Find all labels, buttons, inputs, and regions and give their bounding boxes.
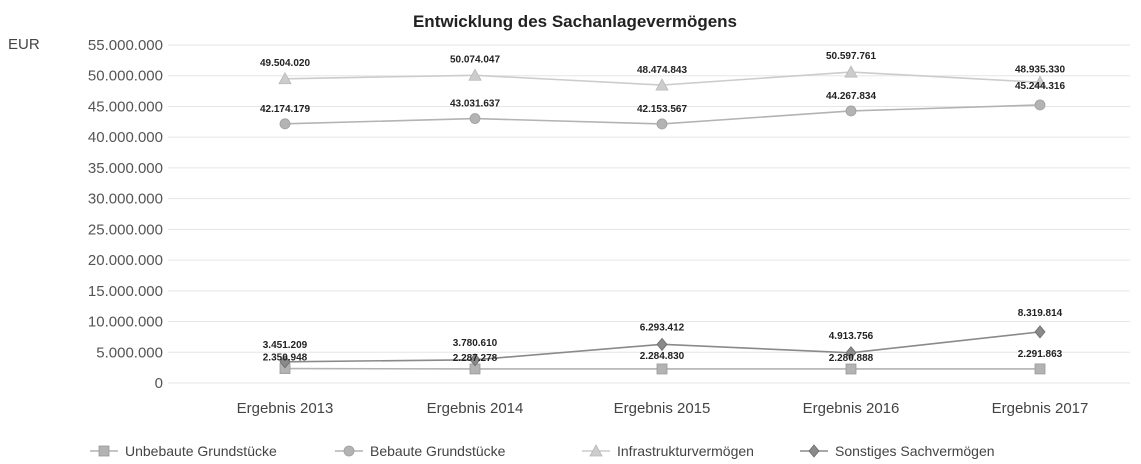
- y-tick-label: 10.000.000: [88, 314, 163, 331]
- data-labels: 2.350.948 2.287.278 2.284.830 2.280.888 2.29…: [260, 51, 1065, 364]
- y-tick-label: 50.000.000: [88, 68, 163, 85]
- legend-item-unbebaute-grundstuecke: Unbebaute Grundstücke: [90, 443, 277, 459]
- legend-marker: [808, 444, 820, 458]
- data-point-marker: [278, 71, 292, 85]
- legend-marker: [589, 444, 603, 457]
- legend-item-sonstiges-sachvermoegen: Sonstiges Sachvermögen: [800, 443, 995, 459]
- series-infrastrukturvermoegen: [278, 65, 1047, 91]
- data-point-marker: [845, 363, 857, 375]
- y-tick-label: 25.000.000: [88, 221, 163, 238]
- data-point-marker: [844, 65, 858, 78]
- series-unbebaute-grundstuecke: [279, 363, 1046, 375]
- data-label: 3.780.610: [453, 338, 498, 349]
- data-label: 2.284.830: [640, 351, 685, 362]
- data-point-marker: [655, 78, 669, 91]
- y-axis-unit-label: EUR: [8, 36, 40, 53]
- y-axis-ticks: 0 5.000.000 10.000.000 15.000.000 20.000.000…: [88, 37, 163, 392]
- data-point-marker: [1033, 75, 1047, 88]
- data-label: 2.287.278: [453, 353, 498, 364]
- data-label: 3.451.209: [263, 340, 308, 351]
- legend-marker: [343, 445, 355, 457]
- x-tick-label: Ergebnis 2013: [237, 400, 334, 417]
- data-label: 2.280.888: [829, 353, 874, 364]
- x-tick-label: Ergebnis 2015: [614, 400, 711, 417]
- data-point-marker: [468, 68, 482, 81]
- legend-label: Unbebaute Grundstücke: [125, 443, 277, 459]
- chart-title: Entwicklung des Sachanlagevermögens: [413, 12, 737, 31]
- data-label: 8.319.814: [1018, 308, 1063, 319]
- y-tick-label: 45.000.000: [88, 98, 163, 115]
- data-label: 42.153.567: [637, 104, 687, 115]
- y-tick-label: 30.000.000: [88, 191, 163, 208]
- y-tick-label: 15.000.000: [88, 283, 163, 300]
- data-point-marker: [1034, 363, 1046, 375]
- data-label: 6.293.412: [640, 322, 685, 333]
- legend-label: Infrastrukturvermögen: [617, 443, 754, 459]
- legend-marker: [98, 445, 110, 457]
- x-tick-label: Ergebnis 2017: [992, 400, 1089, 417]
- legend-label: Bebaute Grundstücke: [370, 443, 506, 459]
- legend-item-bebaute-grundstuecke: Bebaute Grundstücke: [335, 443, 506, 459]
- y-tick-label: 0: [155, 375, 163, 392]
- data-label: 49.504.020: [260, 58, 310, 69]
- data-label: 48.474.843: [637, 65, 687, 76]
- data-point-marker: [656, 337, 668, 351]
- x-tick-label: Ergebnis 2016: [803, 400, 900, 417]
- legend-item-infrastrukturvermoegen: Infrastrukturvermögen: [582, 443, 754, 459]
- x-tick-label: Ergebnis 2014: [427, 400, 524, 417]
- data-label: 44.267.834: [826, 91, 876, 102]
- legend-label: Sonstiges Sachvermögen: [835, 443, 995, 459]
- data-point-marker: [845, 105, 857, 117]
- data-label: 48.935.330: [1015, 64, 1065, 75]
- y-tick-label: 5.000.000: [96, 344, 163, 361]
- data-point-marker: [469, 113, 481, 124]
- y-tick-label: 20.000.000: [88, 252, 163, 269]
- data-point-marker: [1034, 325, 1046, 339]
- data-label: 45.244.316: [1015, 81, 1065, 92]
- series-layer: [278, 65, 1047, 375]
- data-point-marker: [279, 118, 291, 130]
- data-label: 4.913.756: [829, 331, 874, 342]
- y-tick-label: 35.000.000: [88, 160, 163, 177]
- data-point-marker: [279, 355, 291, 369]
- data-label: 42.174.179: [260, 104, 310, 115]
- series-bebaute-grundstuecke: [279, 99, 1046, 130]
- legend: Unbebaute Grundstücke Bebaute Grundstücke…: [90, 443, 995, 459]
- y-tick-label: 55.000.000: [88, 37, 163, 54]
- data-label: 50.074.047: [450, 54, 500, 65]
- data-point-marker: [845, 346, 857, 360]
- data-label: 50.597.761: [826, 51, 876, 62]
- data-label: 43.031.637: [450, 99, 500, 110]
- y-tick-label: 40.000.000: [88, 129, 163, 146]
- data-point-marker: [469, 353, 481, 367]
- x-axis-ticks: Ergebnis 2013 Ergebnis 2014 Ergebnis 2015 E…: [237, 400, 1089, 417]
- data-point-marker: [1034, 99, 1046, 111]
- data-label: 2.350.948: [263, 353, 308, 364]
- data-point-marker: [656, 118, 668, 130]
- series-sonstiges-sachvermoegen: [279, 325, 1046, 369]
- data-label: 2.291.863: [1018, 349, 1063, 360]
- data-point-marker: [656, 363, 668, 375]
